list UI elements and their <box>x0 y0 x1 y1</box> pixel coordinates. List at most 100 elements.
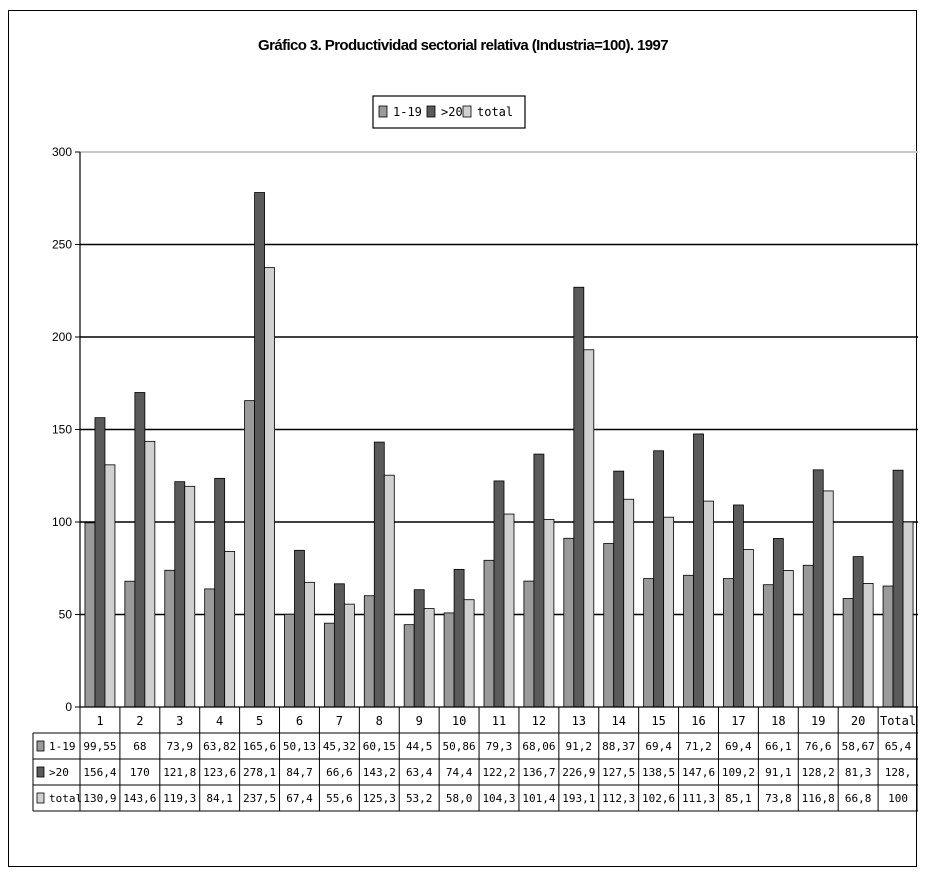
table-category-label: 4 <box>216 714 223 728</box>
bar-20-19 <box>812 469 824 708</box>
bar-total-15 <box>663 516 675 708</box>
bar-20-5 <box>254 192 265 708</box>
bar-total-3 <box>184 485 196 708</box>
chart-svg: Gráfico 3. Productividad sectorial relat… <box>32 37 918 812</box>
table-category-label: 8 <box>376 714 383 728</box>
bar-119-3 <box>164 569 176 708</box>
table-row-label: total <box>49 792 82 805</box>
table-cell: 68,06 <box>522 740 555 753</box>
table-cell: 65,4 <box>885 740 912 753</box>
table-category-label: 15 <box>651 714 665 728</box>
chart-frame: Gráfico 3. Productividad sectorial relat… <box>8 10 918 867</box>
table-category-label: 9 <box>416 714 423 728</box>
table-category-label: 18 <box>771 714 785 728</box>
bar-119-19 <box>802 564 814 708</box>
table-cell: 127,5 <box>602 766 635 779</box>
table-category-label: 2 <box>136 714 143 728</box>
table-cell: 101,4 <box>522 792 555 805</box>
bar-119-16 <box>683 574 694 708</box>
table-row-swatch <box>36 792 45 804</box>
table-cell: 136,7 <box>522 766 555 779</box>
table-cell: 44,5 <box>406 740 433 753</box>
table-cell: 50,13 <box>283 740 316 753</box>
bar-119-8 <box>363 595 375 708</box>
table-cell: 81,3 <box>845 766 872 779</box>
bar-total-5 <box>264 267 275 708</box>
bar-119-10 <box>443 612 455 708</box>
table-cell: 60,15 <box>363 740 396 753</box>
legend-swatch <box>378 105 388 118</box>
bar-20-8 <box>373 441 385 708</box>
table-cell: 100 <box>888 792 908 805</box>
table-cell: 63,4 <box>406 766 433 779</box>
bar-20-6 <box>294 549 305 708</box>
table-cell: 79,3 <box>486 740 513 753</box>
bar-20-15 <box>653 450 665 708</box>
table-category-label: 11 <box>492 714 506 728</box>
table-category-label: 12 <box>532 714 546 728</box>
bar-20-2 <box>134 392 146 708</box>
y-tick-label: 300 <box>52 145 72 159</box>
table-cell: 66,1 <box>765 740 792 753</box>
table-row-swatch <box>36 766 45 778</box>
table-cell: 53,2 <box>406 792 433 805</box>
table-category-label: 17 <box>731 714 745 728</box>
bar-119-12 <box>523 580 535 708</box>
table-category-label: Total <box>880 714 916 728</box>
bar-119-1 <box>84 522 96 708</box>
table-category-label: 20 <box>851 714 865 728</box>
table-cell: 50,86 <box>443 740 476 753</box>
bar-20-1 <box>94 417 106 708</box>
table-cell: 84,7 <box>286 766 313 779</box>
legend: 1-19 >20 total <box>372 95 526 129</box>
table-cell: 138,5 <box>642 766 675 779</box>
table-cell: 143,6 <box>123 792 156 805</box>
bar-total-6 <box>304 581 315 708</box>
bar-total-20 <box>862 583 874 708</box>
table-cell: 68 <box>133 740 146 753</box>
bar-119-18 <box>762 584 774 708</box>
bar-119-11 <box>483 559 495 708</box>
table-cell: 84,1 <box>206 792 233 805</box>
bar-total-1 <box>104 464 116 708</box>
table-cell: 123,6 <box>203 766 236 779</box>
table-cell: 66,8 <box>845 792 872 805</box>
table-cell: 58,67 <box>842 740 875 753</box>
table-cell: 193,1 <box>562 792 595 805</box>
table-cell: 116,8 <box>802 792 835 805</box>
bar-total-17 <box>743 549 754 708</box>
table-cell: 122,2 <box>482 766 515 779</box>
bar-total-18 <box>782 570 794 708</box>
bar-20-18 <box>772 538 784 708</box>
bar-119-5 <box>244 400 255 708</box>
table-cell: 130,9 <box>83 792 116 805</box>
legend-label: total <box>477 105 513 119</box>
table-cell: 109,2 <box>722 766 755 779</box>
table-cell: 73,9 <box>167 740 194 753</box>
bar-total-2 <box>144 440 156 708</box>
table-cell: 278,1 <box>243 766 276 779</box>
table-cell: 147,6 <box>682 766 715 779</box>
table-cell: 76,6 <box>805 740 832 753</box>
bar-total-10 <box>463 599 475 708</box>
chart-title: Gráfico 3. Productividad sectorial relat… <box>258 37 668 54</box>
table-cell: 63,82 <box>203 740 236 753</box>
y-tick-label: 0 <box>65 700 72 714</box>
table-cell: 91,1 <box>765 766 792 779</box>
table-cell: 71,2 <box>685 740 712 753</box>
table-cell: 121,8 <box>163 766 196 779</box>
table-cell: 170 <box>130 766 150 779</box>
bar-total-19 <box>822 490 834 708</box>
data-table: 1 2 3 4 5 6 7 8 9 10 11 12 13 14 15 16 17 18 19 20 Total1-19… <box>32 706 918 812</box>
y-tick-label: 50 <box>59 608 73 622</box>
bar-119-7 <box>323 622 335 708</box>
bar-119-14 <box>603 543 615 708</box>
bar-20-7 <box>333 583 345 708</box>
bar-total-Total <box>902 521 914 708</box>
table-cell: 226,9 <box>562 766 595 779</box>
table-category-label: 6 <box>296 714 303 728</box>
bar-20-12 <box>533 453 545 708</box>
table-cell: 73,8 <box>765 792 792 805</box>
table-cell: 237,5 <box>243 792 276 805</box>
table-cell: 74,4 <box>446 766 473 779</box>
